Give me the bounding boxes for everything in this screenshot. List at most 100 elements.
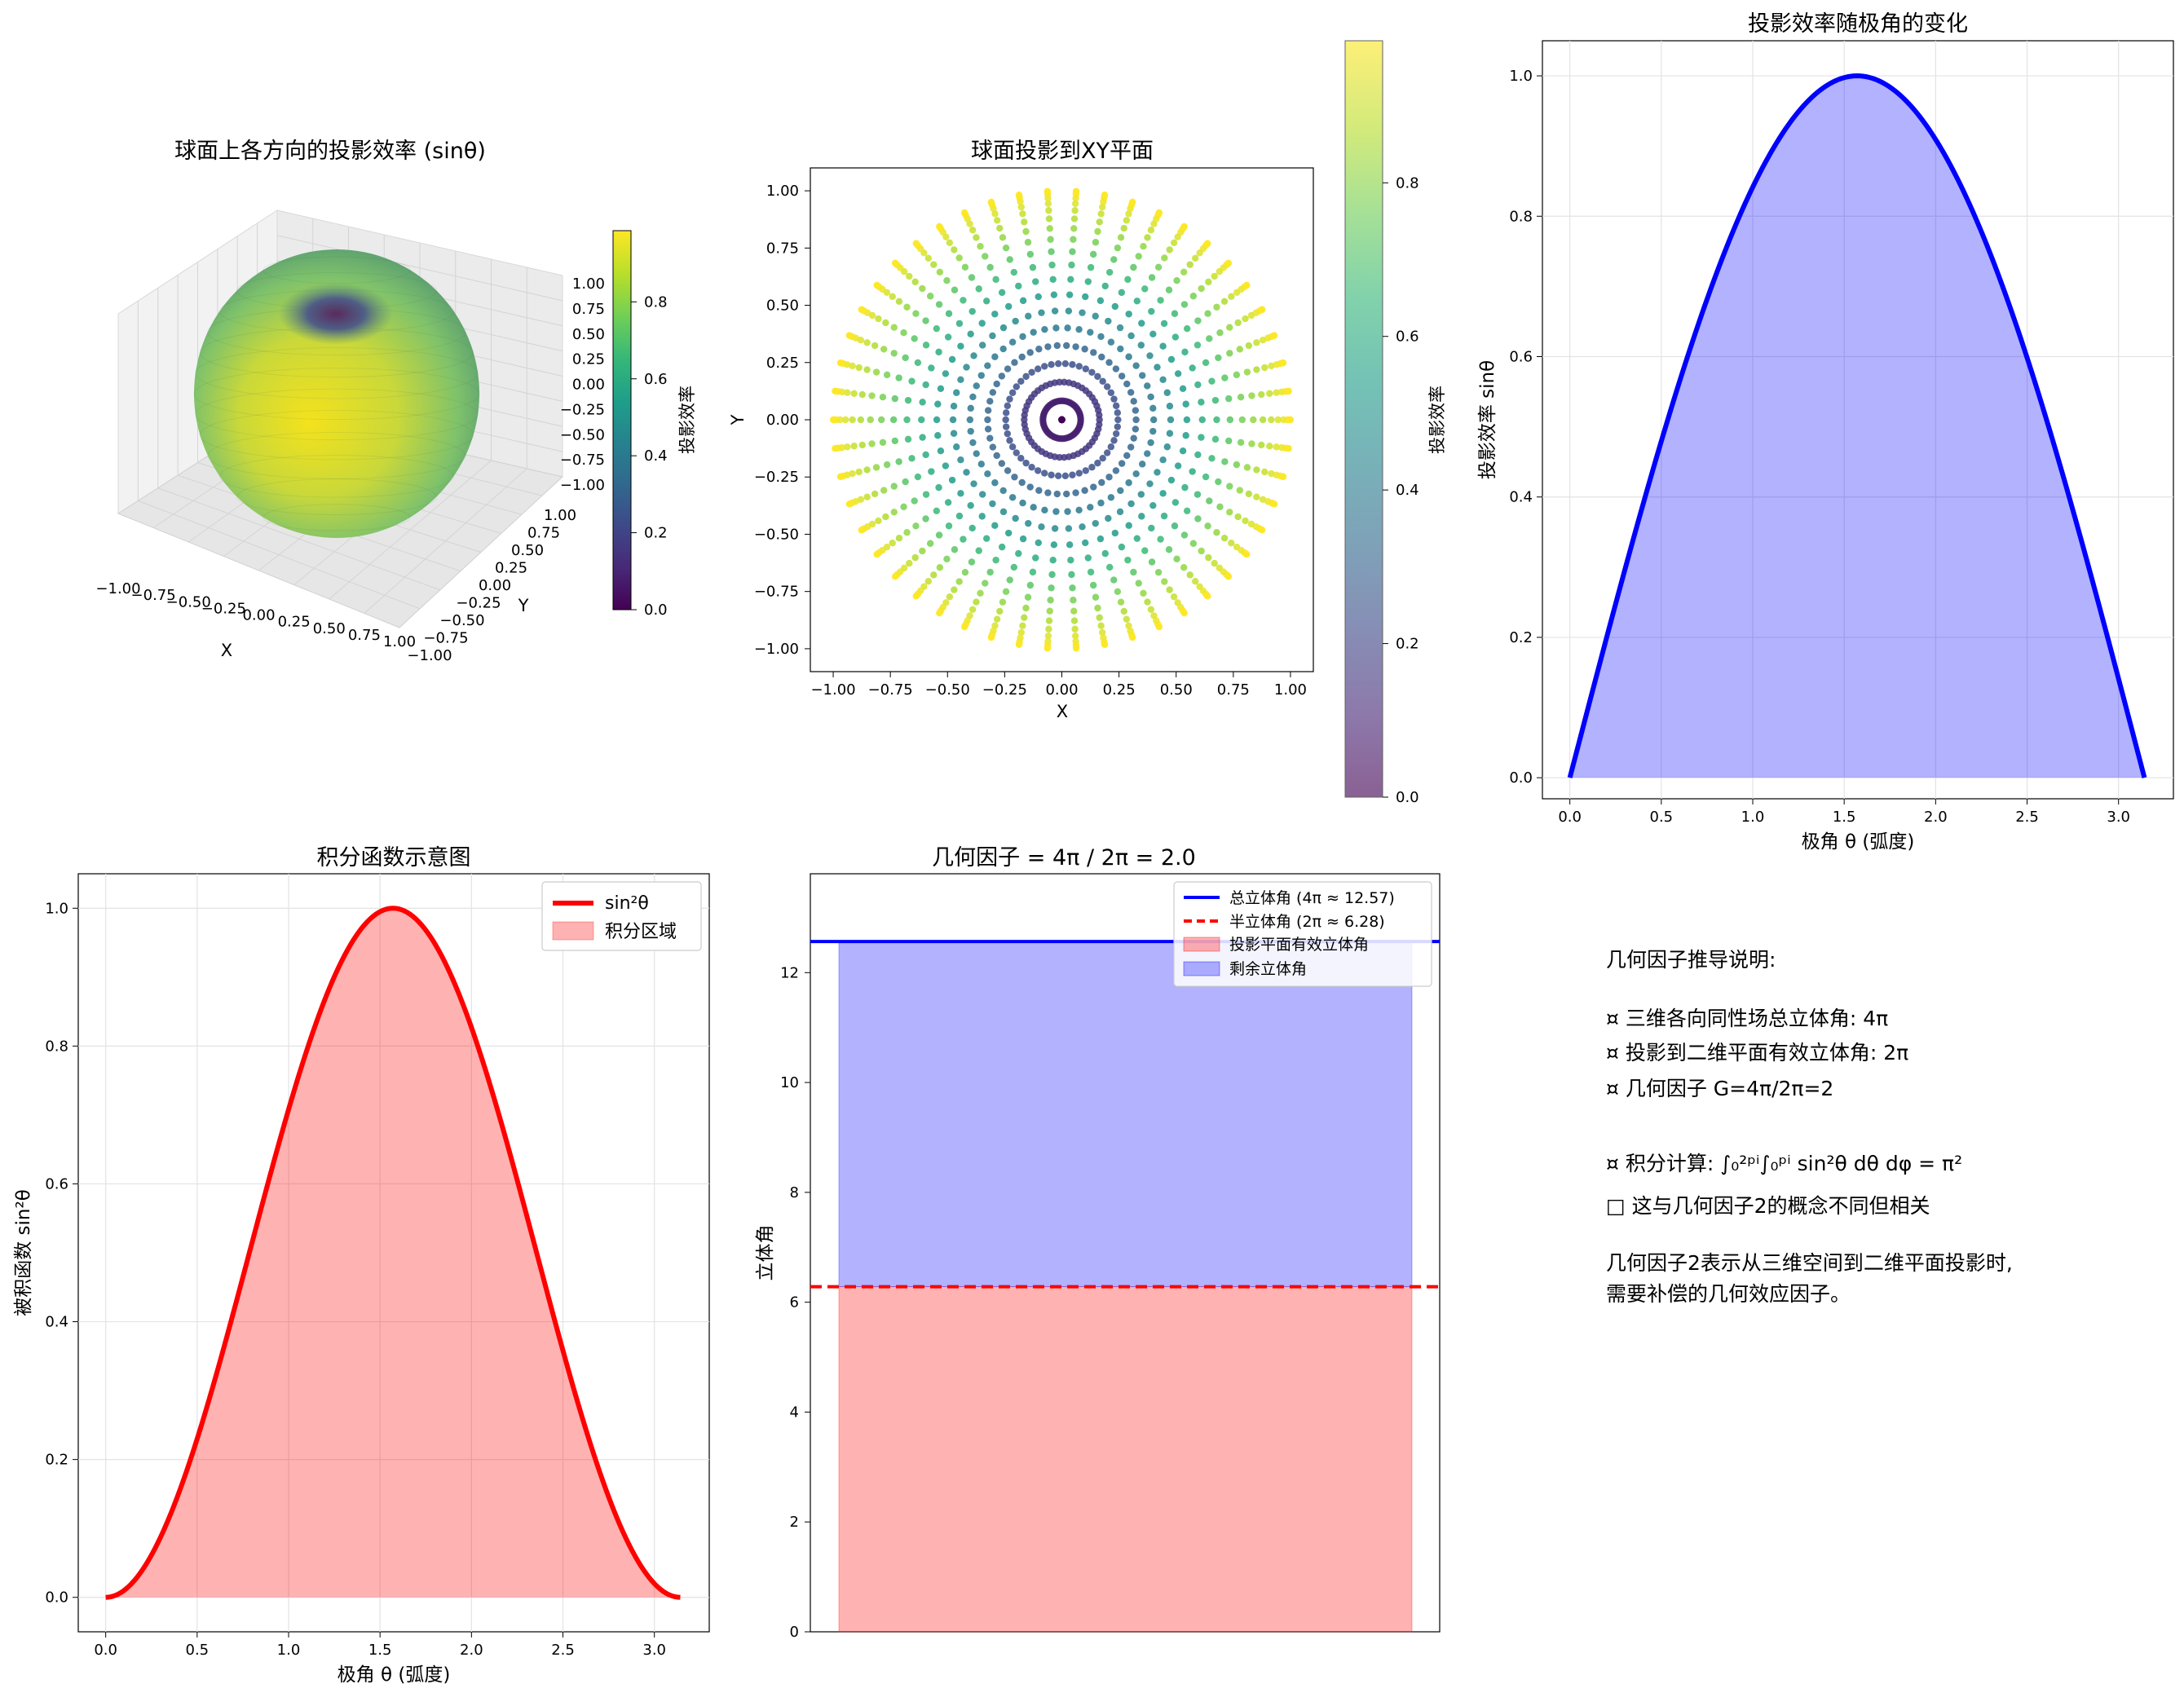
scatter-point — [867, 416, 874, 424]
scatter-point — [1117, 234, 1125, 241]
scatter-point — [1148, 558, 1156, 566]
scatter-point — [1261, 468, 1268, 476]
scatter-point — [1154, 469, 1161, 476]
scatter-point — [942, 462, 950, 469]
scatter-point — [1105, 474, 1113, 481]
sphere-y-tick: 0.25 — [495, 560, 527, 577]
scatter-point — [1147, 227, 1155, 234]
scatter-point — [1110, 256, 1118, 263]
scatter-point — [858, 306, 865, 313]
scatter-point — [1186, 571, 1193, 579]
scatter-point — [1125, 479, 1132, 487]
scatter-point — [1048, 471, 1055, 478]
scatter-point — [1068, 261, 1075, 269]
scatter-point — [1044, 489, 1052, 496]
scatter-point — [987, 633, 995, 641]
scatter-point — [1242, 517, 1249, 525]
scatter-point — [919, 547, 926, 555]
scatter-point — [1021, 614, 1028, 621]
scatter-point — [912, 593, 920, 600]
scatter-point — [1099, 377, 1106, 385]
scatter-point — [1213, 303, 1220, 311]
scatter-point — [1198, 284, 1205, 293]
notes-bullet-5: □ 这与几何因子2的概念不同但相关 — [1606, 1194, 1930, 1218]
scatter-point — [951, 286, 959, 293]
scatter-point — [1018, 478, 1026, 487]
projection-colorbar-label: 投影效率 — [1427, 386, 1447, 454]
scatter-point — [914, 473, 922, 481]
scatter-point — [1253, 466, 1260, 474]
scatter-point — [1132, 362, 1140, 369]
efficiency-x-tick: 2.0 — [1924, 809, 1948, 826]
scatter-point — [1041, 506, 1048, 514]
scatter-point — [1071, 207, 1079, 214]
scatter-point — [1021, 218, 1028, 226]
scatter-point — [1138, 320, 1145, 327]
scatter-point — [900, 503, 907, 510]
scatter-point — [895, 298, 903, 305]
scatter-point — [986, 398, 994, 405]
scatter-point — [1258, 390, 1265, 399]
legend-label-half: 半立体角 (2π ≈ 6.28) — [1229, 913, 1385, 931]
scatter-point — [1208, 455, 1216, 462]
scatter-point — [1098, 353, 1105, 361]
scatter-point — [933, 416, 941, 424]
scatter-point — [1141, 547, 1149, 554]
efficiency-x-label: 极角 θ (弧度) — [1802, 831, 1915, 853]
scatter-point — [1050, 541, 1058, 549]
scatter-point — [1271, 332, 1278, 339]
scatter-point — [1149, 330, 1157, 338]
efficiency-x-tick: 2.5 — [2015, 809, 2039, 826]
scatter-point — [904, 435, 912, 443]
scatter-point — [911, 553, 919, 562]
scatter-point — [1163, 443, 1171, 451]
scatter-point — [1047, 236, 1054, 243]
scatter-point — [836, 359, 845, 367]
scatter-point — [1096, 218, 1103, 226]
scatter-point — [955, 254, 963, 262]
scatter-point — [922, 317, 929, 324]
sphere-pole — [279, 283, 393, 345]
scatter-point — [957, 490, 964, 497]
projection-x-tick: −0.75 — [868, 681, 913, 699]
scatter-point — [1268, 362, 1275, 370]
scatter-point — [1094, 372, 1101, 381]
scatter-point — [1045, 215, 1053, 223]
integrand-x-tick: 2.5 — [551, 1642, 575, 1659]
scatter-point — [1004, 302, 1013, 311]
scatter-point — [1170, 593, 1178, 601]
scatter-point — [950, 430, 958, 437]
scatter-point — [1160, 512, 1168, 520]
scatter-point — [977, 243, 984, 250]
scatter-point — [1189, 540, 1198, 547]
scatter-point — [1225, 394, 1233, 403]
scatter-point — [996, 607, 1004, 615]
scatter-point — [842, 416, 849, 424]
scatter-point — [1127, 443, 1135, 451]
integrand-x-tick: 1.5 — [368, 1642, 392, 1659]
integrand-title: 积分函数示意图 — [317, 845, 471, 871]
scatter-point — [1237, 394, 1245, 401]
scatter-point — [955, 578, 963, 585]
scatter-point — [891, 437, 898, 445]
scatter-point — [984, 416, 991, 424]
scatter-point — [999, 487, 1007, 495]
scatter-point — [1008, 389, 1017, 396]
scatter-point — [989, 443, 997, 451]
scatter-point — [1112, 467, 1120, 474]
scatter-point — [998, 460, 1006, 467]
efficiency-x-tick: 3.0 — [2107, 809, 2130, 826]
scatter-point — [1198, 416, 1206, 424]
scatter-point — [1189, 293, 1198, 300]
scatter-point — [1096, 614, 1103, 621]
sphere-y-tick: 0.00 — [479, 577, 511, 594]
scatter-point — [911, 335, 918, 342]
scatter-point — [1125, 522, 1132, 529]
scatter-point — [1063, 490, 1070, 498]
scatter-point — [1193, 342, 1202, 349]
scatter-point — [873, 550, 880, 558]
efficiency-y-tick: 1.0 — [1509, 68, 1533, 85]
scatter-point — [1088, 464, 1096, 471]
scatter-point — [1082, 467, 1090, 474]
scatter-point — [949, 416, 957, 424]
